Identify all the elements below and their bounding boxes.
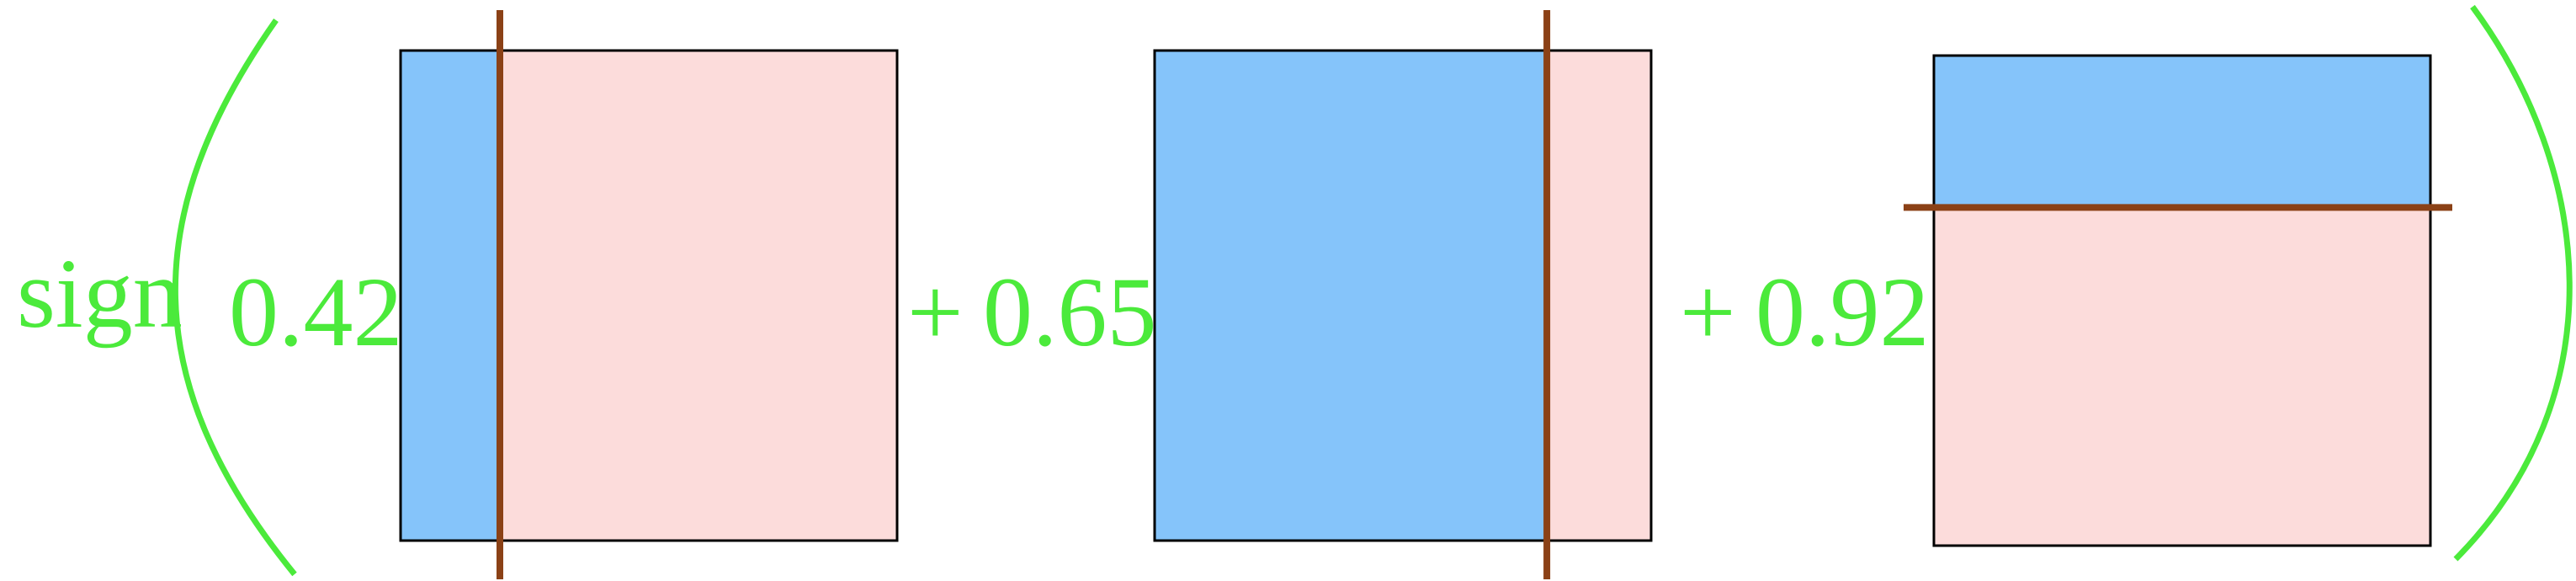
coefficient-term-3: 0.92 [1755, 257, 1930, 367]
right-parenthesis [2453, 4, 2573, 562]
plus-sign-term-2: + [907, 257, 964, 367]
split-box-term-3 [1904, 54, 2452, 547]
box-border-term-1 [399, 49, 899, 542]
blue-region-term-2 [1155, 51, 1548, 541]
sign-function-label: sign [17, 238, 183, 349]
split-box-term-2 [1153, 10, 1653, 579]
blue-region-term-3 [1934, 56, 2430, 208]
split-box-term-1 [399, 10, 899, 579]
box-border-term-2 [1153, 49, 1653, 542]
blue-region-term-1 [401, 51, 500, 541]
plus-sign-term-3: + [1680, 257, 1736, 367]
box-border-term-3 [1932, 54, 2432, 547]
coefficient-term-1: 0.42 [229, 257, 403, 367]
coefficient-term-2: 0.65 [983, 257, 1157, 367]
left-parenthesis [173, 18, 297, 577]
